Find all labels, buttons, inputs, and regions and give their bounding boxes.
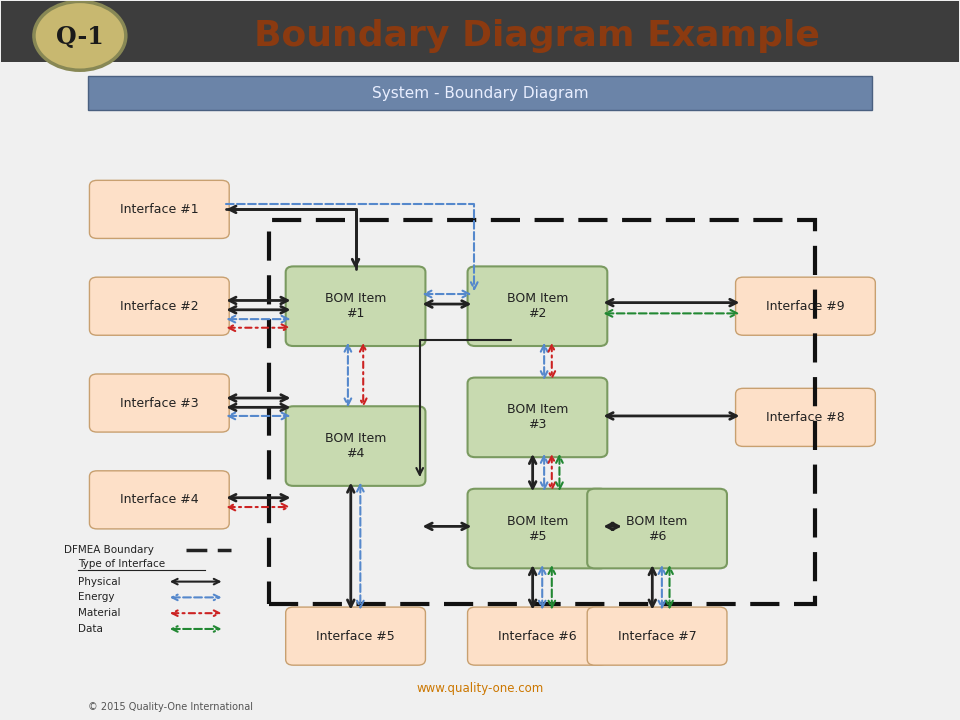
Text: Data: Data <box>78 624 103 634</box>
FancyBboxPatch shape <box>468 607 608 665</box>
FancyBboxPatch shape <box>89 180 229 238</box>
Text: Material: Material <box>78 608 120 618</box>
Text: Interface #4: Interface #4 <box>120 493 199 506</box>
Text: Physical: Physical <box>78 577 121 587</box>
FancyBboxPatch shape <box>468 266 608 346</box>
FancyBboxPatch shape <box>89 471 229 529</box>
FancyBboxPatch shape <box>89 374 229 432</box>
Bar <box>270 220 815 604</box>
FancyBboxPatch shape <box>588 607 727 665</box>
FancyBboxPatch shape <box>286 406 425 486</box>
Text: Energy: Energy <box>78 593 114 603</box>
Text: Interface #3: Interface #3 <box>120 397 199 410</box>
FancyBboxPatch shape <box>735 277 876 336</box>
Text: Interface #5: Interface #5 <box>316 629 395 643</box>
Text: Interface #7: Interface #7 <box>617 629 696 643</box>
FancyBboxPatch shape <box>1 1 959 63</box>
Text: Interface #8: Interface #8 <box>766 411 845 424</box>
Text: www.quality-one.com: www.quality-one.com <box>417 682 543 695</box>
FancyBboxPatch shape <box>286 607 425 665</box>
Text: Interface #6: Interface #6 <box>498 629 577 643</box>
Text: BOM Item
#1: BOM Item #1 <box>324 292 386 320</box>
Text: Interface #9: Interface #9 <box>766 300 845 312</box>
FancyBboxPatch shape <box>286 266 425 346</box>
Text: Interface #1: Interface #1 <box>120 203 199 216</box>
Text: Boundary Diagram Example: Boundary Diagram Example <box>254 19 821 53</box>
Text: BOM Item
#2: BOM Item #2 <box>507 292 568 320</box>
FancyBboxPatch shape <box>468 489 608 568</box>
Text: Q-1: Q-1 <box>56 25 104 49</box>
Text: DFMEA Boundary: DFMEA Boundary <box>63 545 154 555</box>
FancyBboxPatch shape <box>87 76 873 110</box>
Text: Type of Interface: Type of Interface <box>78 559 165 570</box>
FancyBboxPatch shape <box>735 388 876 446</box>
Text: System - Boundary Diagram: System - Boundary Diagram <box>372 86 588 101</box>
Text: BOM Item
#5: BOM Item #5 <box>507 515 568 543</box>
FancyBboxPatch shape <box>588 489 727 568</box>
Text: BOM Item
#4: BOM Item #4 <box>324 432 386 460</box>
FancyBboxPatch shape <box>468 377 608 457</box>
Text: Interface #2: Interface #2 <box>120 300 199 312</box>
Text: BOM Item
#6: BOM Item #6 <box>626 515 687 543</box>
FancyBboxPatch shape <box>89 277 229 336</box>
Text: BOM Item
#3: BOM Item #3 <box>507 403 568 431</box>
Circle shape <box>34 1 126 71</box>
Text: © 2015 Quality-One International: © 2015 Quality-One International <box>87 702 252 712</box>
